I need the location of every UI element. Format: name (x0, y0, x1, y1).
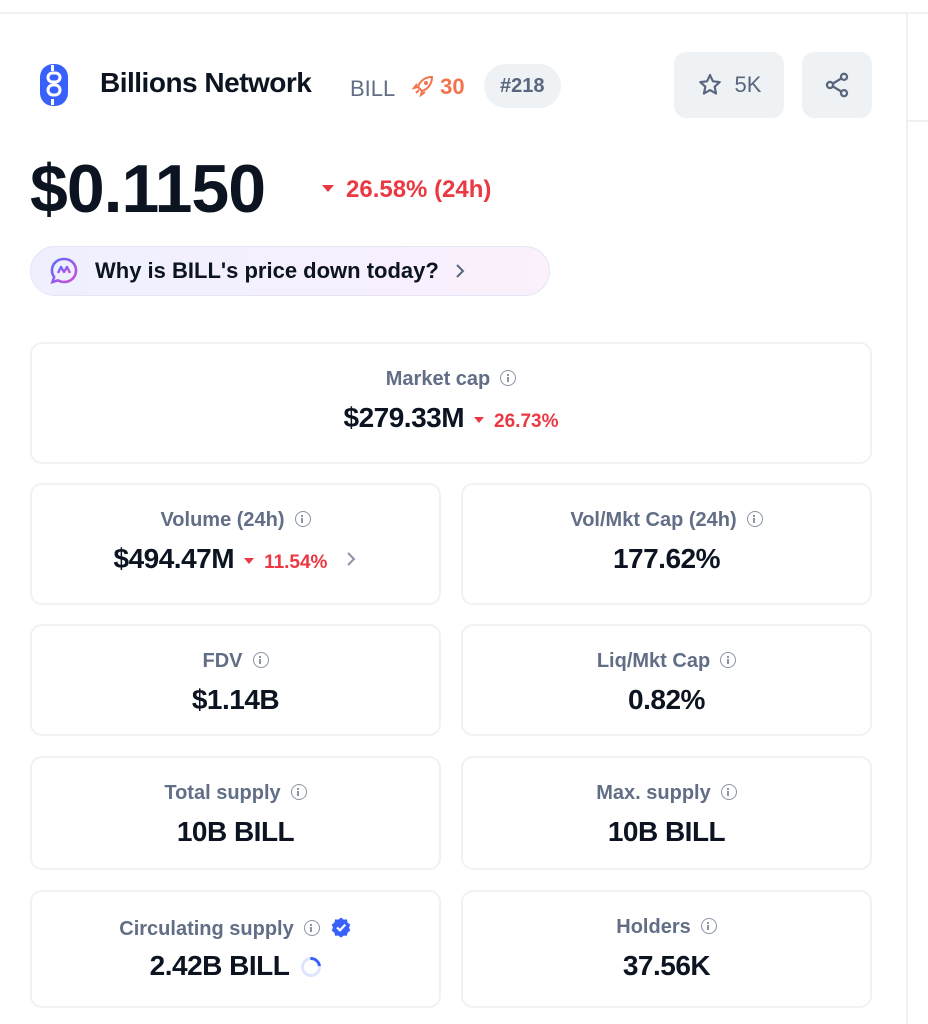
share-button[interactable] (802, 52, 872, 118)
share-icon (825, 72, 849, 98)
liq-mkt-cap-value: 0.82% (628, 684, 705, 715)
vol-mkt-cap-card: Vol/Mkt Cap (24h) 177.62% (461, 483, 872, 605)
circulating-supply-label: Circulating supply (32, 916, 439, 941)
rocket-icon (411, 75, 434, 98)
circulating-supply-value: 2.42B BILL (32, 950, 439, 982)
watchlist-button[interactable]: 5K (674, 52, 784, 118)
info-icon[interactable] (303, 920, 320, 936)
volume-card[interactable]: Volume (24h) $494.47M 11.54% (30, 483, 441, 605)
max-supply-card: Max. supply 10B BILL (461, 756, 872, 870)
info-icon[interactable] (720, 652, 737, 668)
watchlist-count: 5K (734, 72, 762, 97)
total-supply-label: Total supply (32, 782, 439, 805)
caret-down-icon (474, 416, 485, 423)
why-price-down-button[interactable]: Why is BILL's price down today? (30, 246, 550, 296)
top-divider (0, 12, 928, 14)
why-prompt-text: Why is BILL's price down today? (95, 258, 439, 283)
price-change: 26.58% (24h) (322, 176, 491, 204)
vol-mkt-cap-value: 177.62% (612, 543, 721, 574)
verified-badge-icon[interactable] (330, 916, 352, 938)
volume-label: Volume (24h) (32, 509, 439, 532)
info-icon[interactable] (746, 511, 763, 527)
holders-label: Holders (463, 916, 870, 939)
spinner-icon (297, 952, 326, 982)
fdv-card: FDV $1.14B (30, 624, 441, 736)
total-supply-card: Total supply 10B BILL (30, 756, 441, 870)
market-cap-label: Market cap (32, 368, 870, 391)
holders-card: Holders 37.56K (461, 890, 872, 1008)
trending-badge[interactable]: 30 (411, 74, 465, 100)
right-panel-divider (906, 14, 908, 1024)
billions-logo-icon (40, 64, 68, 106)
volume-value: $494.47M 11.54% (32, 543, 439, 575)
market-cap-card: Market cap $279.33M 26.73% (30, 342, 872, 464)
info-icon[interactable] (294, 511, 311, 527)
right-panel-line (908, 120, 928, 122)
fdv-value: $1.14B (191, 684, 280, 715)
coin-name: Billions Network (100, 67, 312, 98)
info-icon[interactable] (700, 918, 717, 934)
info-icon[interactable] (252, 652, 269, 668)
chevron-right-icon (456, 264, 465, 278)
caret-down-icon (322, 185, 334, 193)
circulating-supply-card: Circulating supply 2.42B BILL (30, 890, 441, 1008)
info-icon[interactable] (500, 370, 517, 386)
trending-count: 30 (440, 74, 465, 99)
volume-change: 11.54% (244, 552, 327, 573)
coin-price: $0.1150 (30, 151, 266, 227)
coin-symbol: BILL (350, 76, 396, 101)
max-supply-value: 10B BILL (607, 816, 726, 847)
total-supply-value: 10B BILL (176, 816, 295, 847)
info-icon[interactable] (290, 784, 307, 800)
market-cap-value: $279.33M 26.73% (343, 402, 559, 433)
chevron-right-icon[interactable] (345, 550, 357, 568)
caret-down-icon (244, 557, 255, 564)
fdv-label: FDV (32, 650, 439, 673)
liq-mkt-cap-card: Liq/Mkt Cap 0.82% (461, 624, 872, 736)
market-cap-change: 26.73% (474, 411, 559, 432)
info-icon[interactable] (720, 784, 737, 800)
rank-badge: #218 (484, 64, 561, 108)
holders-value: 37.56K (622, 950, 711, 981)
max-supply-label: Max. supply (463, 782, 870, 805)
vol-mkt-cap-label: Vol/Mkt Cap (24h) (463, 509, 870, 532)
liq-mkt-cap-label: Liq/Mkt Cap (463, 650, 870, 673)
ai-chat-icon (50, 257, 78, 284)
price-change-value: 26.58% (24h) (346, 176, 492, 203)
star-icon (698, 73, 721, 95)
